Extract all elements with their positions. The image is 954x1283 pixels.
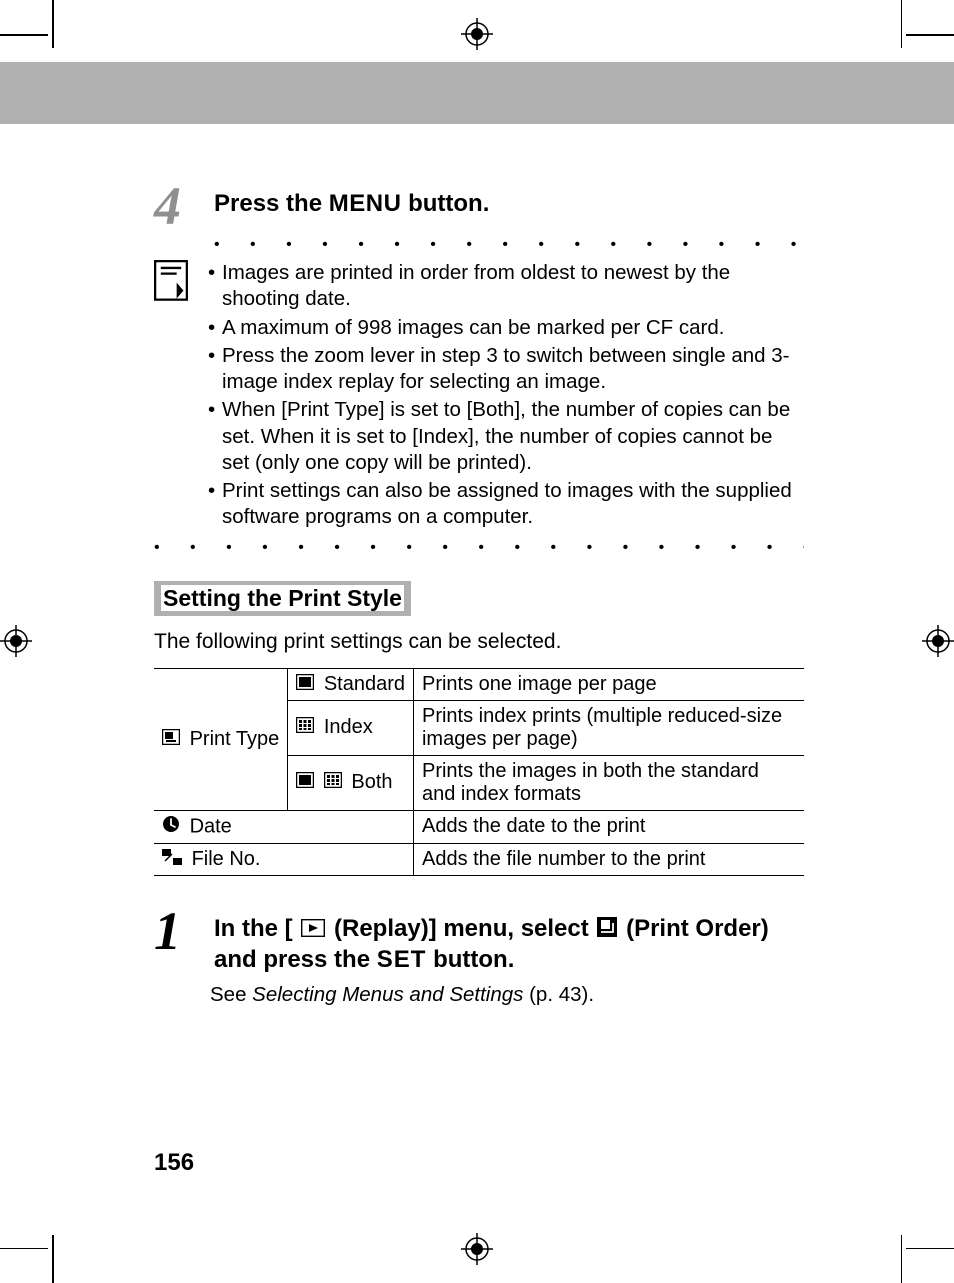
note-text: Images are printed in order from oldest … xyxy=(222,260,804,312)
note-icon xyxy=(154,260,188,306)
note-bullet: •Images are printed in order from oldest… xyxy=(208,260,804,312)
cell-date: Date xyxy=(154,810,413,843)
note-bullet: •Print settings can also be assigned to … xyxy=(208,478,804,530)
registration-mark-icon xyxy=(0,625,32,657)
crop-mark xyxy=(901,1235,903,1283)
crop-mark xyxy=(0,34,48,36)
index-label: Index xyxy=(324,716,373,738)
note-text: When [Print Type] is set to [Both], the … xyxy=(222,397,804,476)
menu-label: MENU xyxy=(329,190,402,217)
print-style-table: Print Type Standard Prints one image per… xyxy=(154,668,804,876)
ref-title: Selecting Menus and Settings xyxy=(252,983,523,1006)
registration-mark-icon xyxy=(461,1233,493,1265)
replay-icon xyxy=(301,915,325,945)
ref-pre: See xyxy=(210,983,252,1006)
step-1-title: In the [ (Replay)] menu, select (Print O… xyxy=(214,910,804,975)
page-content: 4 Press the MENU button. • • • • • • • •… xyxy=(154,185,804,1007)
both-label: Both xyxy=(351,771,392,793)
subheading: Setting the Print Style xyxy=(154,581,411,616)
step4-title-before: Press the xyxy=(214,190,329,217)
note-text: Press the zoom lever in step 3 to switch… xyxy=(222,343,804,395)
reference-line: See Selecting Menus and Settings (p. 43)… xyxy=(210,983,804,1007)
crop-mark xyxy=(52,1235,54,1283)
cell-date-desc: Adds the date to the print xyxy=(413,810,804,843)
step-1-row: 1 In the [ (Replay)] menu, select (Print… xyxy=(154,910,804,975)
page-number: 156 xyxy=(154,1149,194,1177)
step-number-4: 4 xyxy=(154,185,198,228)
date-icon xyxy=(162,815,180,839)
note-bullet: •Press the zoom lever in step 3 to switc… xyxy=(208,343,804,395)
standard-icon xyxy=(296,673,314,696)
step4-title-after: button. xyxy=(401,190,489,217)
crop-mark xyxy=(52,0,54,48)
cell-index-desc: Prints index prints (multiple reduced-si… xyxy=(413,700,804,755)
step1-part-d: button. xyxy=(426,946,514,973)
dotted-separator: • • • • • • • • • • • • • • • • • • • • … xyxy=(214,236,804,254)
print-type-icon xyxy=(162,728,180,751)
cell-fileno: File No. xyxy=(154,843,413,875)
cell-standard: Standard xyxy=(288,668,414,700)
index-icon xyxy=(296,716,314,739)
fileno-label: File No. xyxy=(192,848,261,870)
step-4-row: 4 Press the MENU button. xyxy=(154,185,804,228)
print-order-icon xyxy=(597,915,617,945)
dotted-separator: • • • • • • • • • • • • • • • • • • • • … xyxy=(154,539,804,557)
step1-part-a: In the [ xyxy=(214,915,299,942)
table-row: File No. Adds the file number to the pri… xyxy=(154,843,804,875)
cell-both: Both xyxy=(288,755,414,810)
header-gray-bar xyxy=(0,62,954,124)
note-bullet: •A maximum of 998 images can be marked p… xyxy=(208,315,804,341)
note-text: Print settings can also be assigned to i… xyxy=(222,478,804,530)
crop-mark xyxy=(0,1248,48,1250)
step-4-title: Press the MENU button. xyxy=(214,185,489,219)
registration-mark-icon xyxy=(461,18,493,50)
ref-post: (p. 43). xyxy=(523,983,594,1006)
step1-part-b: (Replay)] menu, select xyxy=(327,915,595,942)
cell-fileno-desc: Adds the file number to the print xyxy=(413,843,804,875)
print-type-label: Print Type xyxy=(190,728,280,750)
step-number-1: 1 xyxy=(154,910,198,953)
file-number-icon xyxy=(162,848,182,871)
crop-mark xyxy=(901,0,903,48)
table-row: Date Adds the date to the print xyxy=(154,810,804,843)
subheading-text: Setting the Print Style xyxy=(161,585,404,611)
note-bullets: •Images are printed in order from oldest… xyxy=(208,260,804,532)
cell-standard-desc: Prints one image per page xyxy=(413,668,804,700)
intro-text: The following print settings can be sele… xyxy=(154,630,804,654)
cell-both-desc: Prints the images in both the standard a… xyxy=(413,755,804,810)
standard-icon xyxy=(296,771,314,794)
registration-mark-icon xyxy=(922,625,954,657)
note-text: A maximum of 998 images can be marked pe… xyxy=(222,315,804,341)
standard-label: Standard xyxy=(324,673,405,695)
index-icon xyxy=(324,771,342,794)
note-block: •Images are printed in order from oldest… xyxy=(154,260,804,532)
crop-mark xyxy=(906,34,954,36)
set-label: SET xyxy=(377,946,427,973)
crop-mark xyxy=(906,1248,954,1250)
note-bullet: •When [Print Type] is set to [Both], the… xyxy=(208,397,804,476)
date-label: Date xyxy=(190,815,232,837)
cell-index: Index xyxy=(288,700,414,755)
cell-print-type: Print Type xyxy=(154,668,288,810)
table-row: Print Type Standard Prints one image per… xyxy=(154,668,804,700)
subheading-wrap: Setting the Print Style xyxy=(154,581,804,616)
